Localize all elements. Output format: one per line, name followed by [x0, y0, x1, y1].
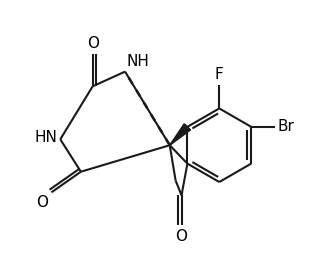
Text: O: O: [36, 195, 49, 210]
Text: Br: Br: [278, 119, 294, 134]
Polygon shape: [170, 124, 191, 145]
Text: F: F: [215, 67, 224, 82]
Text: O: O: [176, 229, 188, 244]
Text: NH: NH: [126, 54, 150, 69]
Text: HN: HN: [35, 130, 57, 145]
Text: O: O: [87, 36, 99, 51]
